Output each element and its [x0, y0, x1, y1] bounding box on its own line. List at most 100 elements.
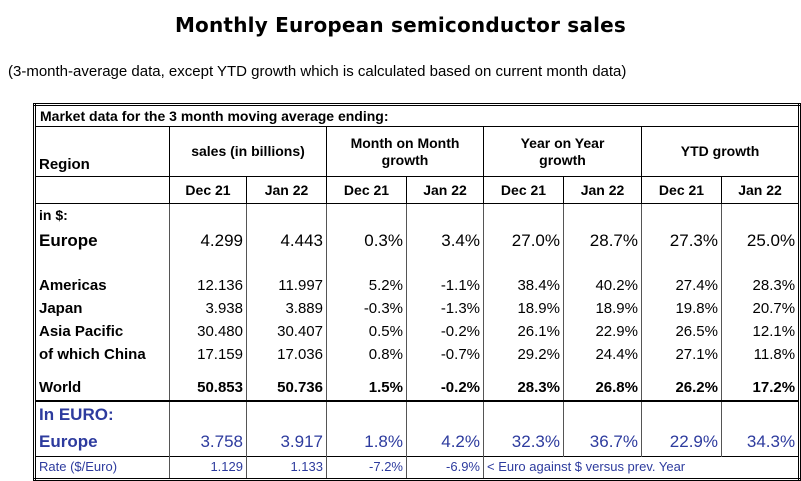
value-cell: -1.1% — [406, 274, 484, 297]
value-cell: 4.443 — [246, 226, 327, 256]
value-cell: 3.917 — [246, 428, 327, 457]
value-cell: -1.3% — [406, 297, 484, 320]
value-cell: 12.136 — [169, 274, 247, 297]
value-cell: 3.758 — [169, 428, 247, 457]
rate-row: Rate ($/Euro) 1.129 1.133 -7.2% -6.9% < … — [34, 456, 801, 480]
caption-row: Market data for the 3 month moving avera… — [34, 104, 800, 127]
empty-cell — [483, 366, 564, 376]
empty-cell — [34, 176, 170, 204]
empty-cell — [641, 256, 722, 274]
value-cell: 27.0% — [483, 226, 564, 256]
table-row: Asia Pacific 30.480 30.407 0.5% -0.2% 26… — [34, 320, 801, 343]
empty-cell — [169, 203, 247, 226]
empty-cell — [326, 366, 407, 376]
eur-label: In EURO: — [34, 400, 170, 428]
value-cell: 1.133 — [246, 456, 327, 480]
value-cell: 28.3% — [483, 376, 564, 401]
region-label: World — [34, 376, 170, 401]
value-cell: 0.5% — [326, 320, 407, 343]
value-cell: 20.7% — [720, 297, 801, 320]
empty-cell — [641, 203, 722, 226]
empty-cell — [246, 400, 327, 428]
value-cell: 3.4% — [406, 226, 484, 256]
empty-cell — [720, 203, 801, 226]
value-cell: 3.938 — [169, 297, 247, 320]
empty-cell — [34, 366, 170, 376]
value-cell: 18.9% — [483, 297, 564, 320]
value-cell: 17.036 — [246, 343, 327, 366]
value-cell: 30.480 — [169, 320, 247, 343]
value-cell: 22.9% — [563, 320, 642, 343]
group-header-label: YTD growth — [680, 143, 760, 160]
empty-cell — [326, 400, 407, 428]
rate-label: Rate ($/Euro) — [34, 456, 170, 480]
value-cell: 28.7% — [563, 226, 642, 256]
empty-cell — [483, 256, 564, 274]
value-cell: 1.129 — [169, 456, 247, 480]
empty-cell — [641, 400, 722, 428]
value-cell: 24.4% — [563, 343, 642, 366]
value-cell: 11.8% — [720, 343, 801, 366]
table-caption: Market data for the 3 month moving avera… — [34, 104, 800, 127]
empty-cell — [169, 400, 247, 428]
value-cell: -0.2% — [406, 320, 484, 343]
group-header-row: Region sales (in billions) Month on Mont… — [34, 126, 801, 177]
value-cell: 27.1% — [641, 343, 722, 366]
sub-header: Dec 21 — [483, 176, 564, 204]
empty-cell — [483, 203, 564, 226]
value-cell: 0.8% — [326, 343, 407, 366]
empty-cell — [483, 400, 564, 428]
value-cell: 27.3% — [641, 226, 722, 256]
currency-label-row: in $: — [34, 203, 801, 226]
value-cell: 25.0% — [720, 226, 801, 256]
region-label: of which China — [34, 343, 170, 366]
value-cell: 29.2% — [483, 343, 564, 366]
currency-label-row: In EURO: — [34, 400, 801, 428]
empty-cell — [246, 366, 327, 376]
region-label: Asia Pacific — [34, 320, 170, 343]
region-label: Americas — [34, 274, 170, 297]
empty-cell — [563, 400, 642, 428]
value-cell: 1.8% — [326, 428, 407, 457]
value-cell: -6.9% — [406, 456, 484, 480]
value-cell: 18.9% — [563, 297, 642, 320]
group-header-label: Year on Year growth — [520, 135, 605, 168]
region-header: Region — [34, 126, 170, 177]
sub-header: Dec 21 — [169, 176, 247, 204]
group-header-label: Month on Month growth — [350, 135, 460, 168]
empty-cell — [246, 256, 327, 274]
value-cell: 30.407 — [246, 320, 327, 343]
value-cell: 26.2% — [641, 376, 722, 401]
value-cell: 32.3% — [483, 428, 564, 457]
value-cell: 26.8% — [563, 376, 642, 401]
table-row: of which China 17.159 17.036 0.8% -0.7% … — [34, 343, 801, 366]
page-title: Monthly European semiconductor sales — [174, 13, 627, 37]
empty-cell — [326, 203, 407, 226]
value-cell: 26.1% — [483, 320, 564, 343]
value-cell: -7.2% — [326, 456, 407, 480]
region-label: Japan — [34, 297, 170, 320]
region-label: Europe — [34, 226, 170, 256]
value-cell: 38.4% — [483, 274, 564, 297]
value-cell: 40.2% — [563, 274, 642, 297]
empty-cell — [563, 256, 642, 274]
sales-table: Market data for the 3 month moving avera… — [33, 103, 801, 481]
group-header-label: sales (in billions) — [191, 143, 305, 160]
table-row: Americas 12.136 11.997 5.2% -1.1% 38.4% … — [34, 274, 801, 297]
group-header-sales: sales (in billions) — [169, 126, 327, 177]
value-cell: 12.1% — [720, 320, 801, 343]
region-label: Europe — [34, 428, 170, 457]
table-row: Europe 4.299 4.443 0.3% 3.4% 27.0% 28.7%… — [34, 226, 801, 256]
empty-cell — [720, 366, 801, 376]
value-cell: 4.2% — [406, 428, 484, 457]
value-cell: 34.3% — [720, 428, 801, 457]
page-subtitle: (3-month-average data, except YTD growth… — [8, 63, 627, 80]
empty-cell — [169, 256, 247, 274]
value-cell: 27.4% — [641, 274, 722, 297]
value-cell: 22.9% — [641, 428, 722, 457]
value-cell: 36.7% — [563, 428, 642, 457]
group-header-ytd: YTD growth — [640, 126, 801, 177]
empty-cell — [246, 203, 327, 226]
rate-note: < Euro against $ versus prev. Year — [482, 456, 801, 480]
sub-header: Dec 21 — [326, 176, 407, 204]
